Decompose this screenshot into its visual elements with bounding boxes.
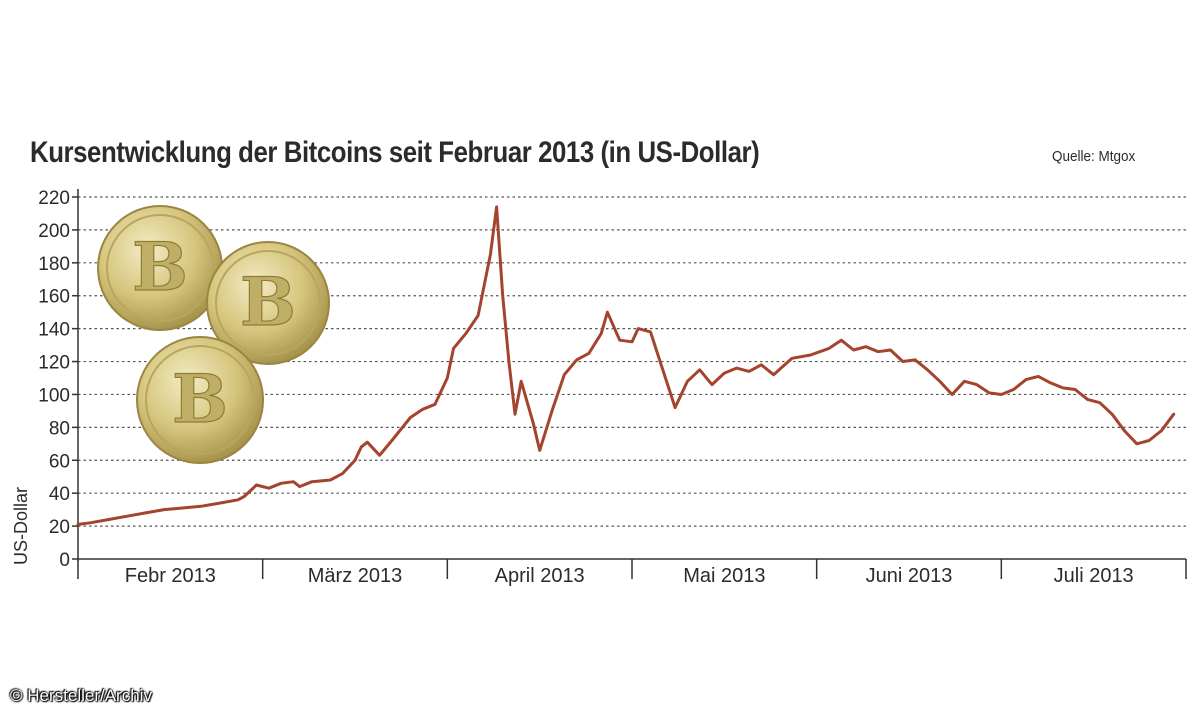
y-tick-label: 160 <box>38 287 70 308</box>
series-line <box>76 205 1176 526</box>
y-tick-label: 20 <box>49 517 70 538</box>
y-tick-label: 120 <box>38 353 70 374</box>
x-tick-label: Juli 2013 <box>1054 565 1134 587</box>
source-note: Quelle: Mtgox <box>1052 148 1136 165</box>
y-tick-label: 60 <box>49 451 70 472</box>
y-tick-label: 180 <box>38 254 70 275</box>
x-tick-label: Juni 2013 <box>866 565 953 587</box>
copyright-note: © Hersteller/Archiv <box>10 686 152 705</box>
bitcoin-coin-icon: B <box>206 241 330 365</box>
x-tick-label: Febr 2013 <box>125 565 216 587</box>
price-series <box>76 205 1176 526</box>
y-tick-label: 140 <box>38 320 70 341</box>
svg-text:B: B <box>172 360 228 438</box>
y-tick-label: 0 <box>59 550 70 571</box>
svg-text:B: B <box>240 263 296 341</box>
y-tick-label: 100 <box>38 385 70 406</box>
x-tick-label: Mai 2013 <box>683 565 765 587</box>
bitcoin-coin-icon: B <box>97 205 223 331</box>
chart-title: Kursentwicklung der Bitcoins seit Februa… <box>30 136 760 169</box>
y-tick-label: 40 <box>49 484 70 505</box>
svg-text:B: B <box>132 228 188 306</box>
y-tick-label: 200 <box>38 221 70 242</box>
axes: 0 20 40 60 80 100 120 140 160 180 200 220 Febr 2013 M… <box>38 188 1187 587</box>
x-tick-label: März 2013 <box>308 565 403 587</box>
coin-illustration: B BB <box>97 205 330 464</box>
x-tick-label: April 2013 <box>495 565 585 587</box>
bitcoin-coin-icon: B <box>136 336 264 464</box>
y-tick-label: 80 <box>49 418 70 439</box>
y-axis-label: US-Dollar <box>11 487 31 565</box>
y-tick-label: 220 <box>38 188 70 209</box>
